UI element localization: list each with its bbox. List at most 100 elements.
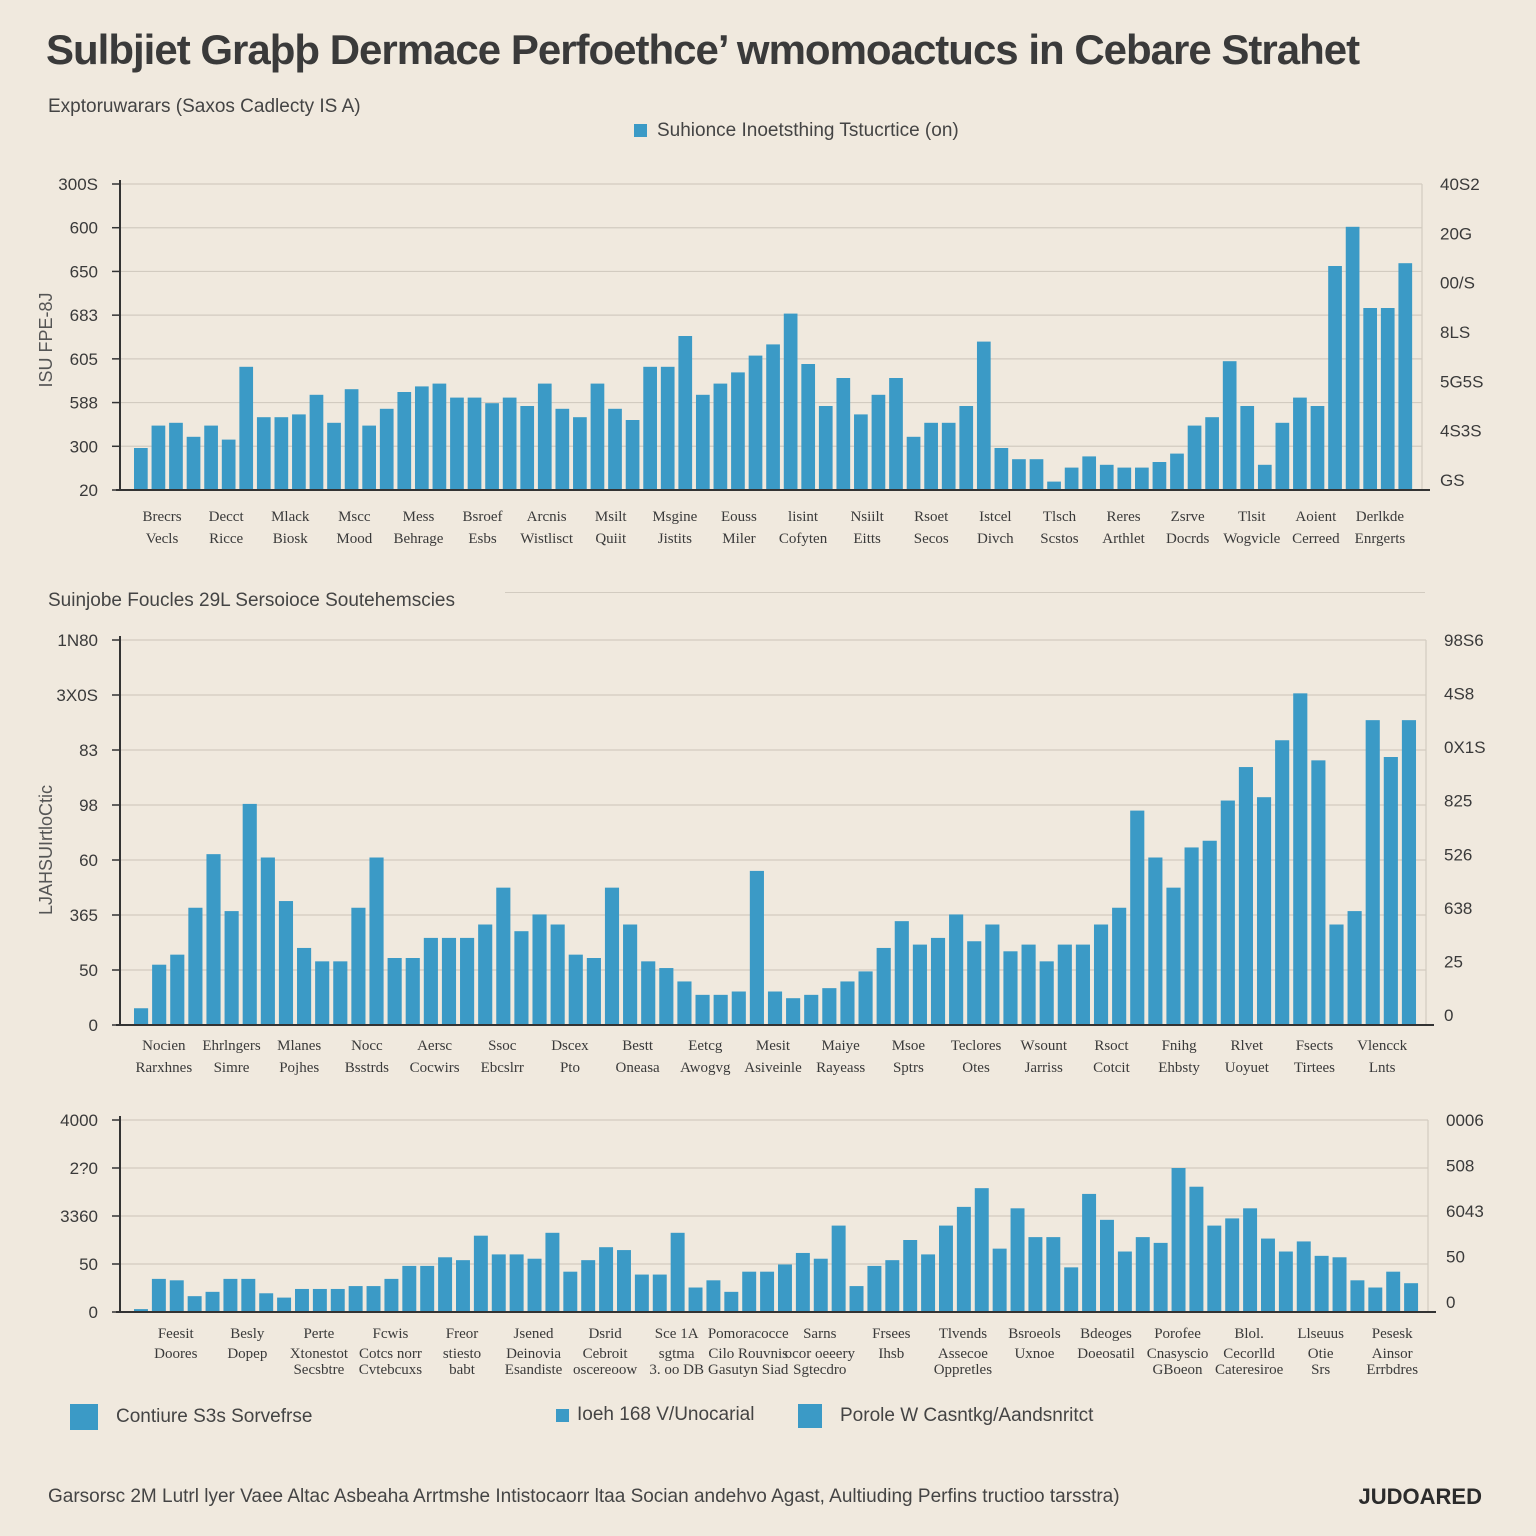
category-label: Fnihg xyxy=(1162,1038,1198,1054)
bar xyxy=(1296,1241,1311,1312)
y-tick-label: 3360 xyxy=(60,1207,98,1226)
bar xyxy=(1171,1168,1186,1312)
category-label: Cilo Rouvnis xyxy=(708,1346,788,1362)
bar xyxy=(277,1297,292,1312)
y-tick-label-right: 4S8 xyxy=(1444,685,1474,704)
category-label: ocor oeeery xyxy=(785,1346,856,1362)
bar xyxy=(460,937,475,1025)
bar xyxy=(623,924,638,1025)
bar xyxy=(1386,1271,1401,1312)
bar xyxy=(134,1008,149,1025)
bar xyxy=(1112,907,1127,1025)
bar xyxy=(420,1265,435,1312)
y-tick-label: 98 xyxy=(79,796,98,815)
category-label: Esbs xyxy=(468,531,497,547)
bar xyxy=(1220,800,1235,1025)
bar xyxy=(1347,911,1362,1025)
chart-title: Sulbjiet Graþþ Dermace Perfoethce’ wmomo… xyxy=(46,26,1360,73)
category-label: Ricce xyxy=(209,531,243,547)
category-label: Tlsch xyxy=(1043,509,1077,525)
bar xyxy=(509,1254,524,1312)
bar xyxy=(660,366,675,490)
y-tick-label: 650 xyxy=(70,262,98,281)
bar xyxy=(351,907,366,1025)
category-label: Arcnis xyxy=(527,509,567,525)
bar xyxy=(384,1278,399,1312)
section-2-title: Suinjobe Foucles 29L Sersoioce Soutehems… xyxy=(48,590,455,611)
category-label: stiesto xyxy=(443,1346,481,1362)
bar xyxy=(188,907,203,1025)
bar xyxy=(1311,760,1326,1025)
bar xyxy=(1117,1251,1132,1312)
category-label: Cecorlld xyxy=(1223,1346,1275,1362)
category-label: Cotcs norr xyxy=(359,1346,422,1362)
bar xyxy=(1135,1237,1150,1312)
bar xyxy=(563,1271,578,1312)
bar xyxy=(1130,810,1145,1025)
bar xyxy=(256,417,271,490)
category-label: Cebroit xyxy=(583,1346,629,1362)
y-tick-label-right: 638 xyxy=(1444,899,1472,918)
bar xyxy=(894,921,909,1025)
bar xyxy=(924,422,938,490)
bar xyxy=(1184,847,1199,1025)
bar xyxy=(1064,467,1079,490)
legend-label-1: Contiure S3s Sorvefrse xyxy=(116,1406,313,1427)
bar xyxy=(678,336,693,490)
y-tick-label: 60 xyxy=(79,851,98,870)
bar xyxy=(885,1260,900,1312)
bar xyxy=(849,1286,864,1312)
category-label: Secos xyxy=(914,531,949,547)
bar xyxy=(713,994,728,1025)
bar xyxy=(867,1265,882,1312)
bar xyxy=(295,1288,309,1312)
category-label: Behrage xyxy=(393,531,443,547)
top-legend-label: Suhionce Inoetsthing Tstucrtice (on) xyxy=(657,120,959,141)
category-label: Uxnoe xyxy=(1014,1346,1054,1362)
category-label: Esandiste xyxy=(505,1362,563,1378)
bar xyxy=(1222,361,1237,490)
brand-logo: JUDOARED xyxy=(1358,1484,1482,1509)
category-label: Wsount xyxy=(1020,1038,1067,1054)
bar xyxy=(1345,226,1360,491)
bar xyxy=(643,366,657,490)
category-label: Ehrlngers xyxy=(202,1038,260,1054)
y-tick-label-right: 25 xyxy=(1444,952,1463,971)
category-label: Sptrs xyxy=(893,1060,924,1076)
category-label: Sarns xyxy=(803,1326,836,1342)
category-label: babt xyxy=(449,1362,476,1378)
category-label: Llseuus xyxy=(1297,1326,1344,1342)
bar xyxy=(1238,767,1254,1025)
y-tick-label-right: 508 xyxy=(1446,1157,1474,1176)
category-label: Msoe xyxy=(892,1038,926,1054)
bar xyxy=(520,406,535,490)
y-tick-label: 0 xyxy=(89,1303,98,1322)
bar xyxy=(1028,1237,1043,1312)
bar xyxy=(330,1288,345,1312)
bar xyxy=(278,901,294,1025)
bar xyxy=(450,397,464,490)
bar xyxy=(804,994,819,1025)
category-label: Awogvg xyxy=(680,1060,731,1076)
category-label: Mlack xyxy=(271,509,310,525)
bar xyxy=(1314,1255,1329,1312)
bar xyxy=(467,397,482,490)
bar xyxy=(527,1258,542,1312)
category-label: Miler xyxy=(722,531,755,547)
category-label: Otes xyxy=(962,1060,990,1076)
y-tick-label: 83 xyxy=(79,741,98,760)
category-label: Rlvet xyxy=(1231,1038,1264,1054)
category-label: Zsrve xyxy=(1171,509,1205,525)
category-label: Wogvicle xyxy=(1223,531,1280,547)
bar xyxy=(1100,1219,1114,1312)
category-label: lisint xyxy=(788,509,819,525)
legend-swatch-3 xyxy=(798,1404,822,1428)
bar xyxy=(239,366,254,490)
bar xyxy=(854,414,868,490)
bar xyxy=(423,937,438,1025)
category-label: Tlvends xyxy=(939,1326,987,1342)
y-tick-label-right: 8LS xyxy=(1440,323,1470,342)
category-label: Mscc xyxy=(338,509,371,525)
bar xyxy=(327,422,341,490)
bar xyxy=(836,378,851,490)
